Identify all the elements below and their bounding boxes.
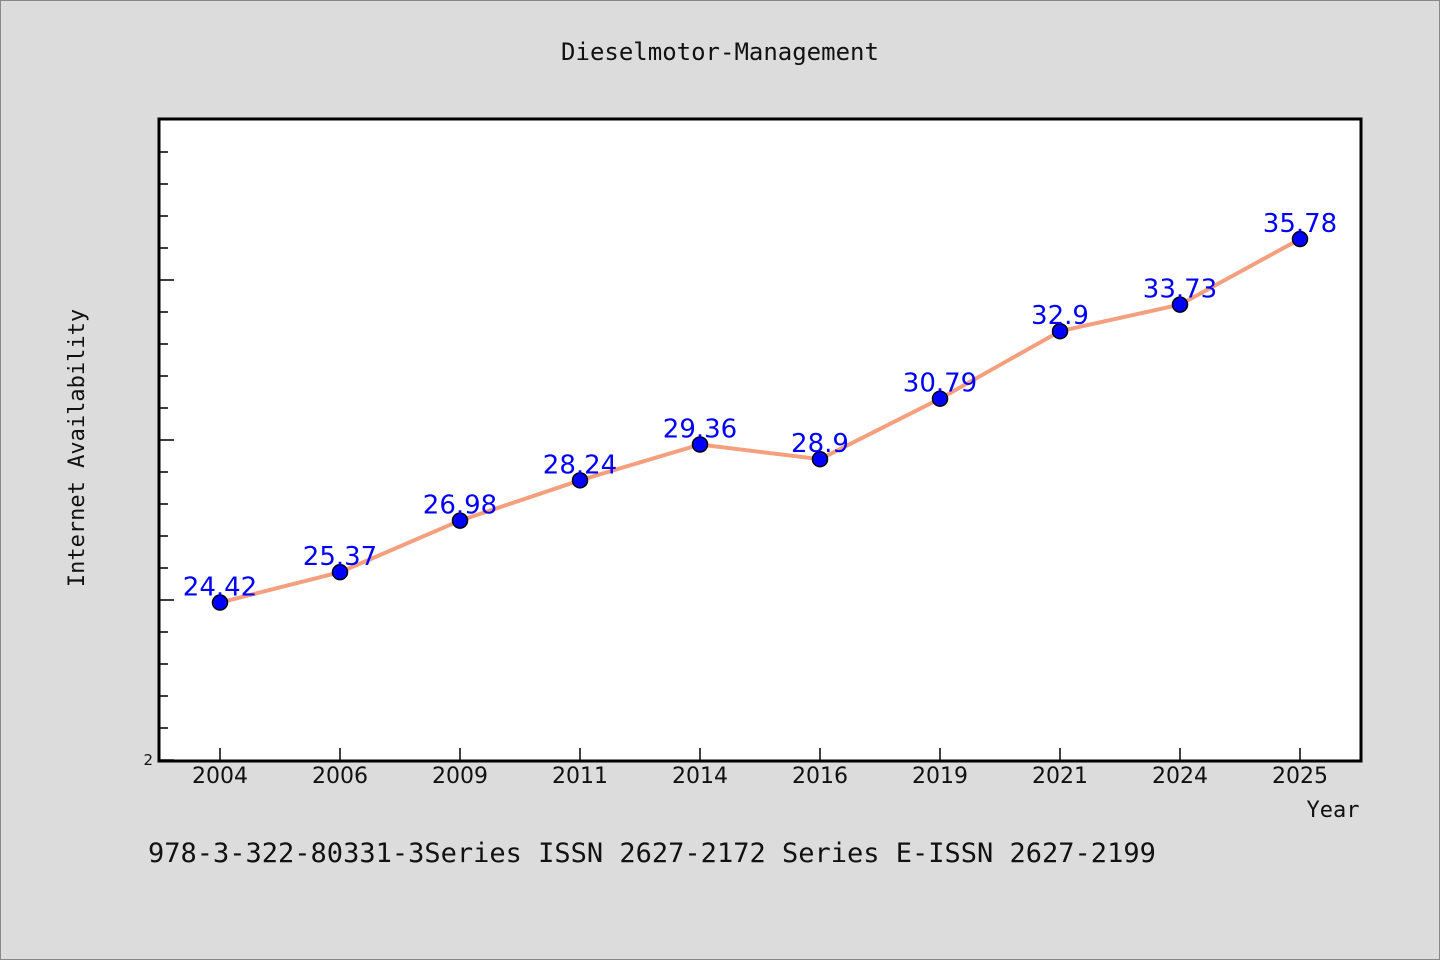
- data-label: 25.37: [303, 542, 377, 572]
- data-point: [451, 512, 469, 529]
- y-tick-label: 2: [143, 751, 153, 769]
- data-label: 28.24: [543, 450, 617, 480]
- data-point: [571, 472, 589, 489]
- x-tick-label: 2006: [312, 764, 368, 789]
- x-tick-label: 2009: [432, 764, 488, 789]
- y-axis-label: Internet Availability: [65, 309, 90, 587]
- footer-isbn-text: 978-3-322-80331-3Series ISSN 2627-2172 S…: [148, 838, 1156, 869]
- series-markers: [211, 230, 1309, 611]
- y-axis-ticks: 2: [143, 151, 174, 769]
- data-label: 28.9: [791, 429, 849, 459]
- data-label: 30.79: [903, 369, 977, 399]
- data-point: [931, 390, 949, 407]
- data-point: [1291, 230, 1309, 248]
- x-tick-label: 2011: [552, 764, 608, 789]
- x-tick-label: 2016: [792, 764, 848, 789]
- data-label: 26.98: [423, 491, 497, 521]
- chart-title: Dieselmotor-Management: [561, 38, 879, 66]
- data-point: [211, 594, 229, 611]
- series-line: [219, 237, 1301, 605]
- x-tick-label: 2025: [1272, 764, 1328, 789]
- data-point: [811, 450, 829, 468]
- x-tick-label: 2021: [1032, 764, 1088, 789]
- plot-area: [157, 117, 1363, 763]
- data-label: 35.78: [1263, 209, 1337, 239]
- data-point: [331, 563, 349, 581]
- x-tick-label: 2004: [192, 764, 248, 789]
- data-labels: 24.42 25.37 26.98 28.24 29.36 28.9 30.79 32.9 33…: [183, 209, 1337, 603]
- x-axis-ticks: 2004 2006 2009 2011 2014 2016 2019 2021 2024 2025: [192, 748, 1328, 789]
- data-label: 24.42: [183, 573, 257, 603]
- x-tick-label: 2014: [672, 764, 728, 789]
- x-tick-label: 2019: [912, 764, 968, 789]
- data-point: [691, 436, 709, 453]
- x-axis-label: Year: [1307, 798, 1360, 823]
- data-label: 33.73: [1143, 275, 1217, 305]
- data-point: [1051, 322, 1069, 340]
- data-point: [1171, 296, 1189, 313]
- x-tick-label: 2024: [1152, 764, 1208, 789]
- data-label: 32.9: [1031, 301, 1089, 331]
- data-label: 29.36: [663, 414, 737, 444]
